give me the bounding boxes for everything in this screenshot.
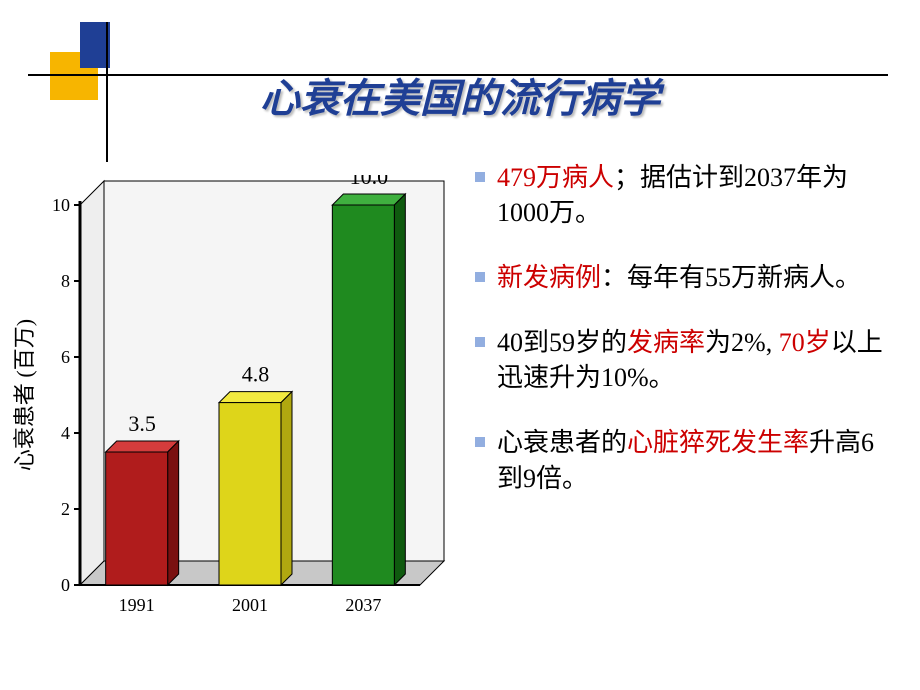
bullet-item: 40到59岁的发病率为2%, 70岁以上迅速升为10%。 [475, 325, 895, 395]
svg-text:心衰患者 (百万): 心衰患者 (百万) [12, 319, 37, 471]
bullet-text: 40到59岁的发病率为2%, 70岁以上迅速升为10%。 [497, 325, 895, 395]
svg-text:3.5: 3.5 [128, 411, 156, 436]
svg-text:2: 2 [61, 499, 70, 519]
bullet-marker [475, 437, 485, 447]
bullet-marker [475, 337, 485, 347]
svg-text:4: 4 [61, 423, 70, 443]
svg-text:10: 10 [52, 195, 70, 215]
bullet-marker [475, 172, 485, 182]
svg-text:4.8: 4.8 [242, 362, 270, 387]
svg-text:0: 0 [61, 575, 70, 595]
bar-chart-svg: 0 2 4 6 8 10 心衰患者 (百万) 3.5 1991 4.8 2001 10.0 2037 [10, 175, 450, 655]
bullet-text: 479万病人；据估计到2037年为1000万。 [497, 160, 895, 230]
svg-text:1991: 1991 [119, 595, 155, 615]
bullet-item: 新发病例：每年有55万新病人。 [475, 260, 895, 295]
svg-text:10.0: 10.0 [350, 175, 389, 189]
svg-text:2037: 2037 [345, 595, 381, 615]
bullet-item: 479万病人；据估计到2037年为1000万。 [475, 160, 895, 230]
page-title: 心衰在美国的流行病学 [0, 66, 920, 124]
svg-text:6: 6 [61, 347, 70, 367]
svg-text:8: 8 [61, 271, 70, 291]
bullet-text: 新发病例：每年有55万新病人。 [497, 260, 895, 295]
svg-text:2001: 2001 [232, 595, 268, 615]
bullet-list: 479万病人；据估计到2037年为1000万。新发病例：每年有55万新病人。 40… [475, 160, 895, 526]
bullet-text: 心衰患者的心脏猝死发生率升高6到9倍。 [497, 425, 895, 495]
bar-chart: 0 2 4 6 8 10 心衰患者 (百万) 3.5 1991 4.8 2001 10.0 2037 [10, 175, 450, 655]
bullet-item: 心衰患者的心脏猝死发生率升高6到9倍。 [475, 425, 895, 495]
bullet-marker [475, 272, 485, 282]
